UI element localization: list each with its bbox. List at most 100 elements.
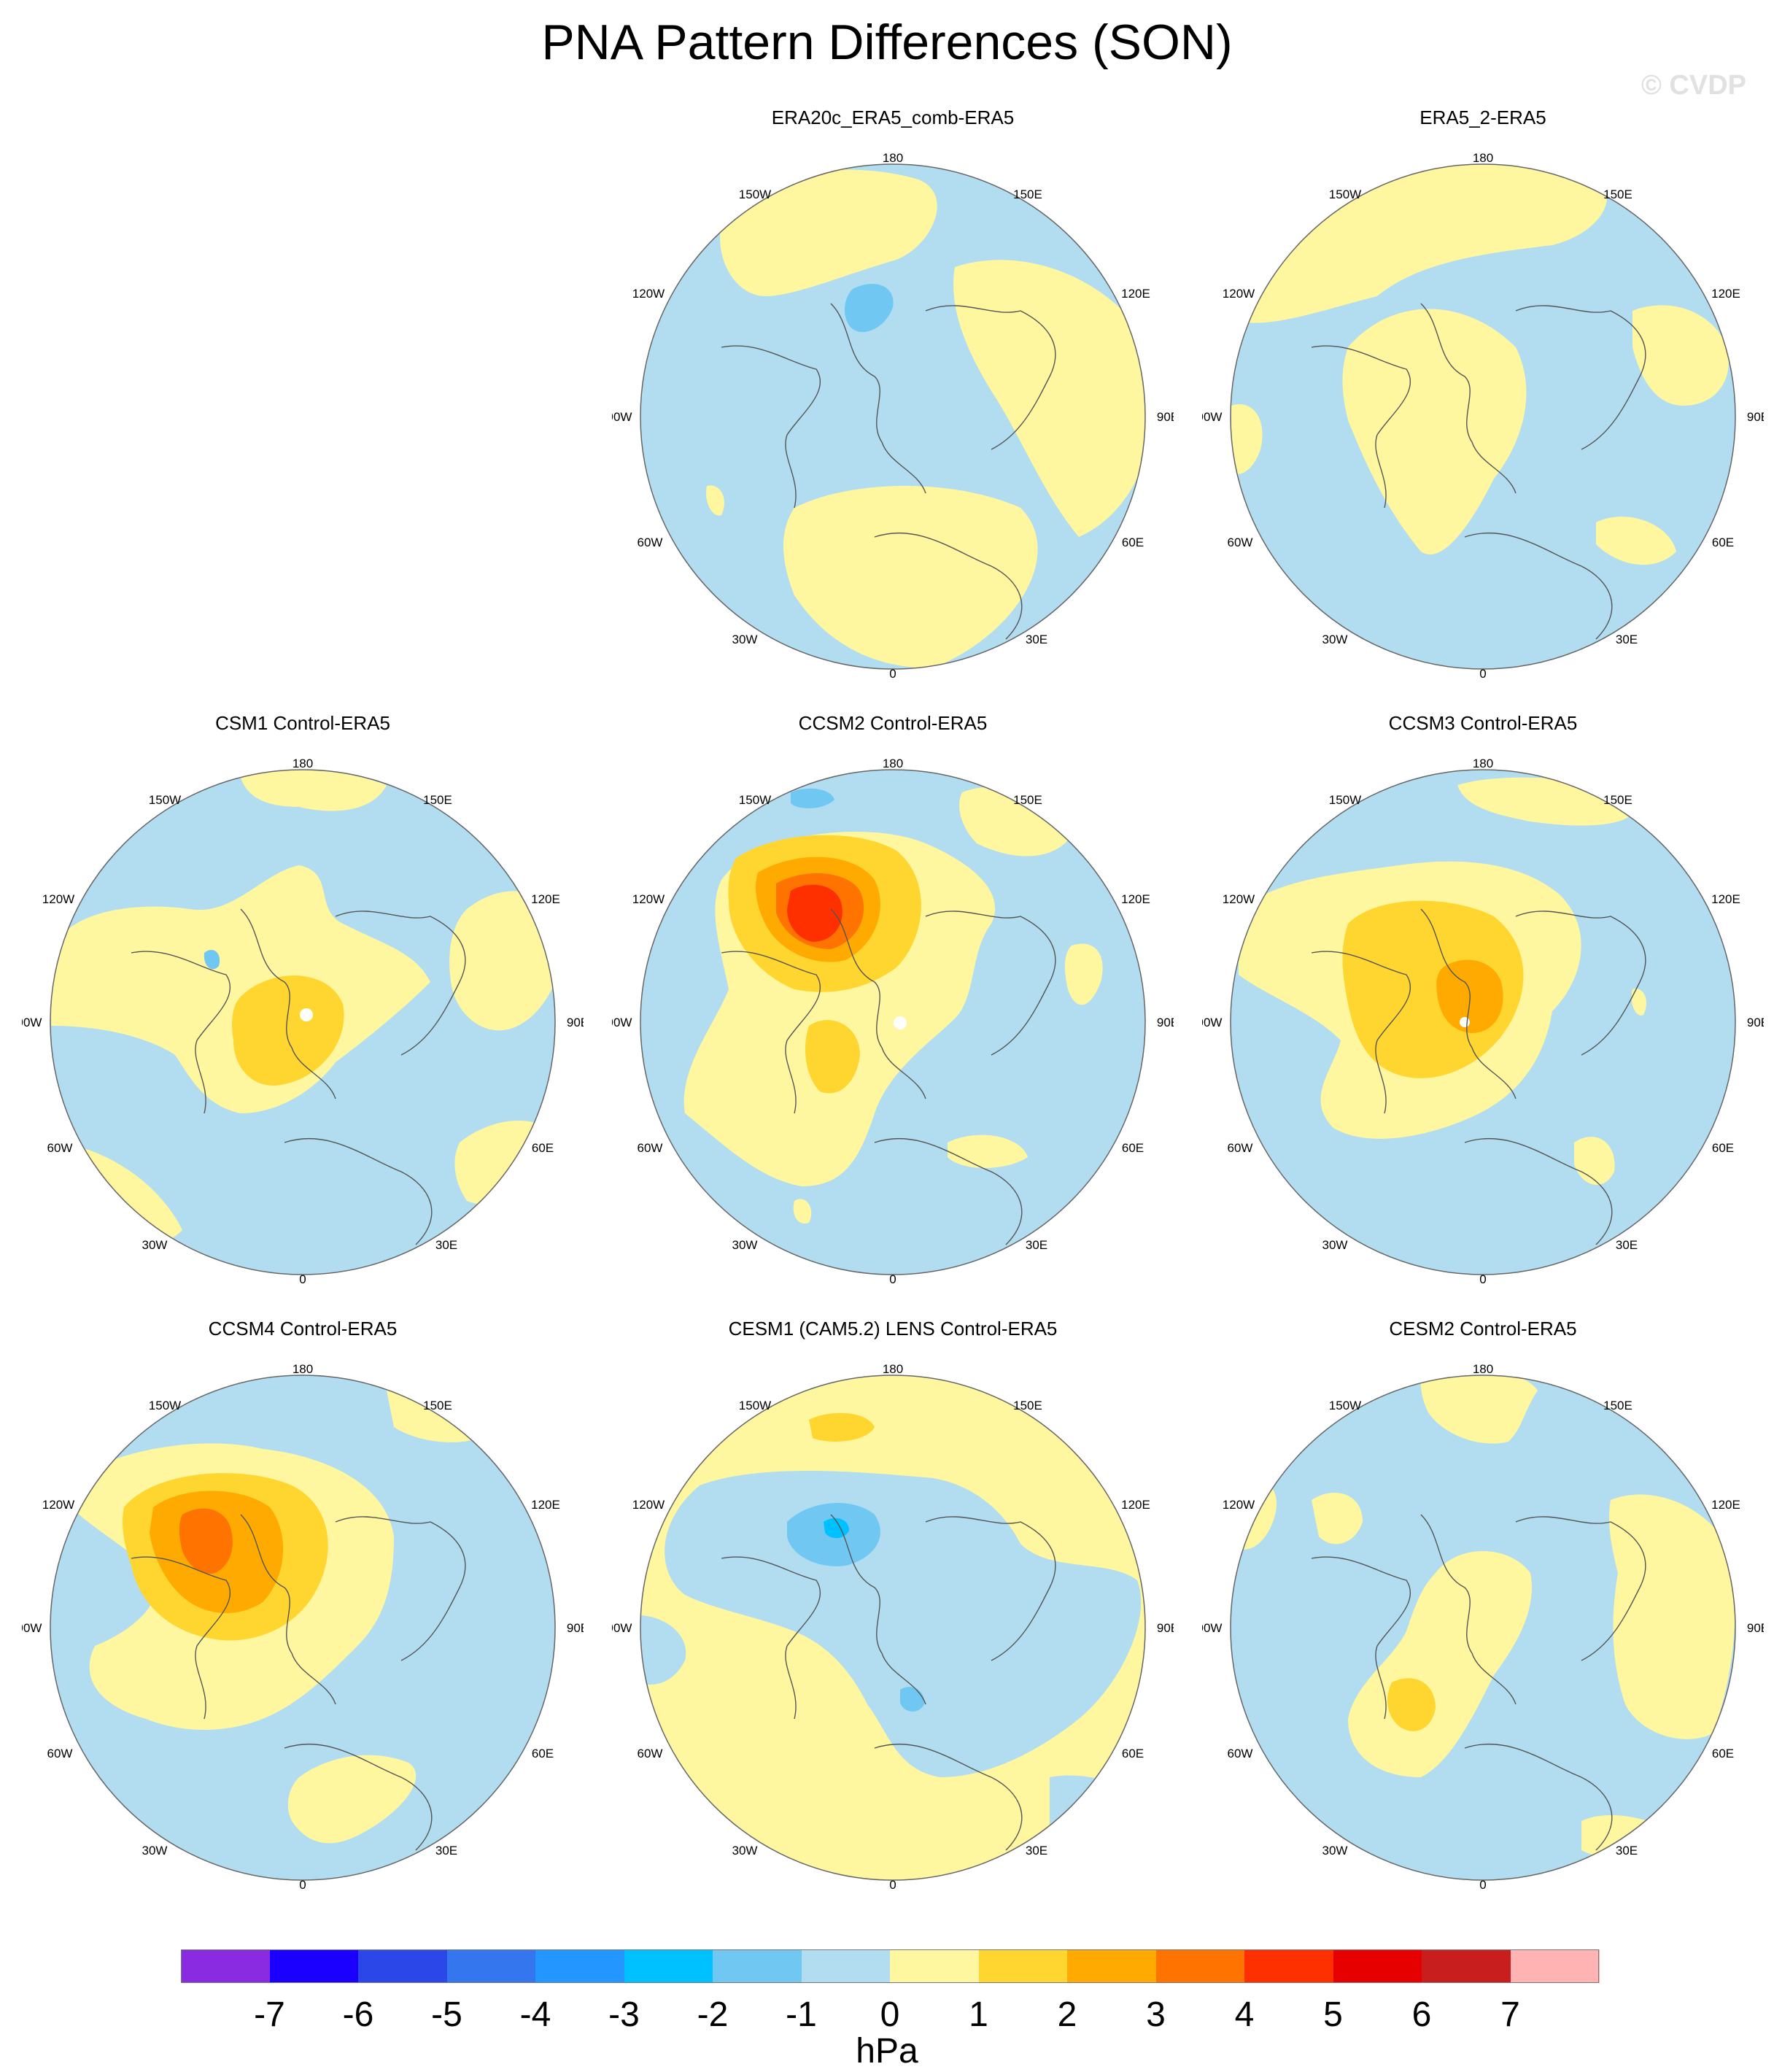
positive-anomaly-region (241, 770, 387, 811)
longitude-labels: 180 150E 120E 90E 60E 30E 0 30W 60W 90W … (612, 151, 1174, 681)
map-border (1230, 769, 1736, 1275)
longitude-label: 120E (1711, 1498, 1740, 1512)
longitude-label: 120W (42, 1498, 74, 1512)
colorbar-swatch (181, 1949, 270, 1983)
colorbar-tick-label: -3 (608, 1995, 640, 2034)
colorbar-swatch (1155, 1949, 1245, 1983)
colorbar-units: hPa (856, 2032, 918, 2071)
map-panel-era20c-era5-comb: ERA20c_ERA5_comb-ERA5 180 150E 120E 90E … (612, 107, 1174, 705)
longitude-label: 0 (1479, 1272, 1486, 1286)
negative-anomaly-region (844, 284, 894, 333)
longitude-label: 120E (1711, 892, 1740, 906)
positive-anomaly-region (706, 485, 724, 516)
panel-title: CSM1 Control-ERA5 (215, 712, 390, 734)
panel-title: CESM1 (CAM5.2) LENS Control-ERA5 (728, 1318, 1058, 1340)
longitude-label: 60W (638, 1141, 663, 1155)
longitude-labels: 180 150E 120E 90E 60E 30E 0 30W 60W 90W … (22, 1362, 584, 1892)
polar-map: 180 150E 120E 90E 60E 30E 0 30W 60W 90W … (1202, 1362, 1764, 1892)
colorbar-swatch (535, 1949, 624, 1983)
longitude-label: 60W (47, 1747, 73, 1760)
longitude-label: 60E (1122, 1141, 1144, 1155)
longitude-label: 30E (1026, 1238, 1047, 1252)
coastlines (721, 1514, 1056, 1851)
longitude-label: 90W (22, 1016, 42, 1029)
longitude-label: 30W (142, 1844, 168, 1858)
longitude-label: 60E (1122, 536, 1144, 549)
positive-anomaly-region (783, 486, 1038, 668)
longitude-label: 180 (883, 151, 903, 165)
longitude-label: 90W (22, 1621, 42, 1635)
colorbar-tick-label: 1 (969, 1995, 988, 2034)
map-panel-csm1: CSM1 Control-ERA5 180 150E 120E 90E 60E (22, 712, 584, 1310)
longitude-label: 180 (883, 757, 903, 770)
longitude-label: 90E (1157, 1621, 1174, 1635)
colorbar-swatch (358, 1949, 447, 1983)
longitude-labels: 180 150E 120E 90E 60E 30E 0 30W 60W 90W … (22, 757, 584, 1286)
colorbar-swatch (269, 1949, 359, 1983)
positive-anomaly-region (1609, 1494, 1735, 1739)
longitude-label: 60W (638, 536, 663, 549)
moderate-positive-region (1342, 900, 1524, 1078)
colorbar-tick-label: 3 (1146, 1995, 1166, 2034)
colorbar-tick-label: 6 (1411, 1995, 1432, 2034)
map-panel-ccsm3: CCSM3 Control-ERA5 180 150E 120E 90E 60E… (1202, 712, 1764, 1310)
longitude-label: 180 (293, 757, 313, 770)
longitude-label: 180 (1473, 757, 1493, 770)
longitude-label: 120W (1223, 287, 1255, 301)
longitude-label: 120W (42, 892, 74, 906)
longitude-label: 150E (1013, 1399, 1042, 1412)
longitude-label: 60E (1122, 1747, 1144, 1760)
positive-anomaly-region (1596, 517, 1676, 565)
longitude-label: 60W (1228, 536, 1253, 549)
positive-anomaly-region (51, 865, 430, 1113)
colorbar-swatch (446, 1949, 536, 1983)
polar-map: 180 150E 120E 90E 60E 30E 0 30W 60W 90W … (1202, 151, 1764, 681)
longitude-label: 150E (1013, 188, 1042, 201)
coastlines (1311, 303, 1646, 640)
colorbar-tick-label: 4 (1234, 1995, 1255, 2034)
coastlines (1311, 1514, 1646, 1851)
longitude-label: 150E (1603, 1399, 1632, 1412)
positive-anomaly-region (1420, 1375, 1538, 1444)
longitude-label: 120W (1223, 892, 1255, 906)
colorbar-swatch (624, 1949, 713, 1983)
moderate-positive-region (809, 1412, 875, 1442)
longitude-label: 60E (1712, 1141, 1734, 1155)
longitude-label: 150W (1329, 793, 1361, 807)
longitude-label: 150W (739, 1399, 771, 1412)
longitude-label: 120E (1121, 1498, 1150, 1512)
moderate-positive-region (232, 975, 344, 1086)
longitude-label: 30W (732, 1844, 758, 1858)
longitude-label: 150W (739, 793, 771, 807)
longitude-label: 180 (1473, 1362, 1493, 1376)
longitude-label: 90E (567, 1016, 584, 1029)
polar-map: 180 150E 120E 90E 60E 30E 0 30W 60W 90W … (1202, 757, 1764, 1286)
colorbar-swatch (1422, 1949, 1511, 1983)
moderate-negative-region (900, 1687, 925, 1712)
map-panel-cesm1-lens: CESM1 (CAM5.2) LENS Control-ERA5 180 150… (612, 1318, 1174, 1916)
figure-title: PNA Pattern Differences (SON) (541, 15, 1233, 70)
longitude-label: 120W (1223, 1498, 1255, 1512)
longitude-label: 0 (1479, 1878, 1486, 1892)
colorbar-tick-label: -1 (786, 1995, 817, 2034)
positive-anomaly-region (1632, 305, 1729, 406)
longitude-label: 30E (1616, 1238, 1638, 1252)
longitude-label: 90W (612, 1621, 632, 1635)
longitude-label: 180 (293, 1362, 313, 1376)
longitude-label: 120E (1711, 287, 1740, 301)
coastlines (1311, 908, 1646, 1245)
colorbar-tick-label: 0 (880, 1995, 900, 2034)
panel-title: CCSM2 Control-ERA5 (798, 712, 988, 734)
longitude-label: 30W (1322, 1844, 1348, 1858)
longitude-label: 180 (1473, 151, 1493, 165)
positive-anomaly-region (1064, 943, 1103, 1005)
map-panel-cesm2: CESM2 Control-ERA5 180 150E 120E 90E 60E… (1202, 1318, 1764, 1916)
colorbar-tick-label: 5 (1323, 1995, 1343, 2034)
longitude-label: 90W (1202, 1621, 1222, 1635)
colorbar-tick-label: -7 (254, 1995, 285, 2034)
longitude-label: 60W (1228, 1747, 1253, 1760)
positive-anomaly-region (287, 1755, 417, 1844)
longitude-label: 60E (532, 1747, 554, 1760)
longitude-label: 90E (1747, 1621, 1764, 1635)
panel-title: ERA5_2-ERA5 (1419, 107, 1546, 128)
